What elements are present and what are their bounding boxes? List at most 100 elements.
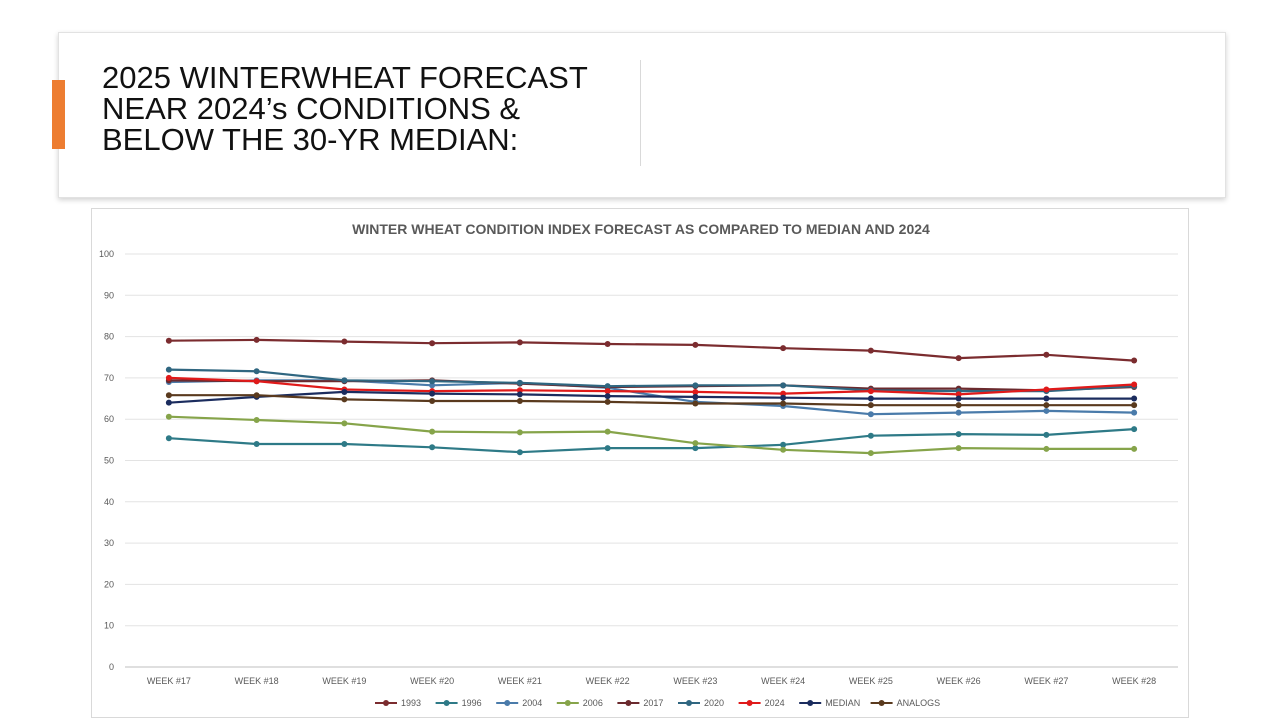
data-point bbox=[1131, 445, 1138, 452]
y-tick-label: 50 bbox=[104, 456, 114, 466]
data-point bbox=[1043, 407, 1050, 414]
data-point bbox=[165, 366, 172, 373]
data-point bbox=[692, 388, 699, 395]
data-point bbox=[341, 338, 348, 345]
data-point bbox=[780, 446, 787, 453]
data-point bbox=[516, 391, 523, 398]
y-tick-label: 30 bbox=[104, 538, 114, 548]
legend-label: 2017 bbox=[643, 698, 663, 708]
data-point bbox=[780, 441, 787, 448]
x-tick-label: WEEK #26 bbox=[937, 676, 981, 686]
data-point bbox=[1043, 351, 1050, 358]
data-point bbox=[867, 402, 874, 409]
x-tick-label: WEEK #21 bbox=[498, 676, 542, 686]
data-point bbox=[341, 440, 348, 447]
legend-item: 1996 bbox=[435, 698, 482, 708]
series-line bbox=[168, 428, 1135, 454]
data-point bbox=[429, 398, 436, 405]
y-tick-label: 90 bbox=[104, 290, 114, 300]
x-tick-label: WEEK #20 bbox=[410, 676, 454, 686]
x-tick-label: WEEK #22 bbox=[586, 676, 630, 686]
data-point bbox=[867, 450, 874, 457]
legend-item: 2006 bbox=[556, 698, 603, 708]
data-point bbox=[867, 395, 874, 402]
title-divider bbox=[640, 60, 641, 166]
legend-swatch-dot bbox=[564, 700, 571, 706]
data-point bbox=[604, 398, 611, 405]
data-point bbox=[341, 420, 348, 427]
data-point bbox=[253, 417, 260, 424]
legend-swatch-dot bbox=[383, 700, 389, 706]
x-tick-label: WEEK #28 bbox=[1112, 676, 1156, 686]
data-point bbox=[604, 341, 611, 348]
legend-label: ANALOGS bbox=[897, 698, 941, 708]
data-point bbox=[867, 347, 874, 354]
data-point bbox=[780, 394, 787, 401]
legend-label: 2004 bbox=[522, 698, 542, 708]
data-point bbox=[253, 336, 260, 343]
data-point bbox=[165, 374, 172, 381]
data-point bbox=[341, 388, 348, 395]
data-point bbox=[1131, 381, 1138, 388]
data-point bbox=[955, 355, 962, 362]
legend-item: 2004 bbox=[496, 698, 542, 708]
series-analogs bbox=[165, 392, 1138, 409]
slide-title-line-1: 2025 WINTERWHEAT FORECAST bbox=[102, 60, 588, 95]
series-line bbox=[168, 368, 1135, 393]
data-point bbox=[165, 399, 172, 406]
slide-title: 2025 WINTERWHEAT FORECAST NEAR 2024’s CO… bbox=[102, 62, 622, 155]
data-point bbox=[867, 388, 874, 395]
legend-item: 1993 bbox=[375, 698, 421, 708]
legend-swatch-dot bbox=[807, 700, 814, 706]
x-tick-label: WEEK #19 bbox=[322, 676, 366, 686]
data-point bbox=[780, 390, 787, 397]
data-point bbox=[165, 392, 172, 399]
data-point bbox=[1043, 386, 1050, 393]
data-point bbox=[955, 391, 962, 398]
legend-item: ANALOGS bbox=[870, 698, 941, 708]
gridlines bbox=[125, 253, 1178, 668]
data-point bbox=[1043, 402, 1050, 409]
y-axis: 0 10 20 30 40 50 60 70 80 90 100 bbox=[99, 249, 114, 672]
data-point bbox=[692, 382, 699, 389]
series-line bbox=[168, 390, 1135, 404]
data-point bbox=[516, 449, 523, 456]
data-point bbox=[604, 393, 611, 400]
data-point bbox=[516, 387, 523, 394]
x-axis: WEEK #17 WEEK #18 WEEK #19 WEEK #20 WEEK #21… bbox=[147, 676, 1156, 686]
legend: 1993 1996 2004 2006 2017 2020 2024 MEDIAN ANALOG… bbox=[375, 698, 940, 708]
data-point bbox=[955, 431, 962, 438]
x-tick-label: WEEK #17 bbox=[147, 676, 191, 686]
data-point bbox=[516, 339, 523, 346]
series-line bbox=[168, 376, 1135, 396]
data-point bbox=[955, 409, 962, 416]
y-tick-label: 40 bbox=[104, 497, 114, 507]
data-point bbox=[429, 378, 436, 385]
series-line bbox=[168, 394, 1135, 407]
legend-swatch-dot bbox=[686, 700, 692, 706]
legend-item: 2024 bbox=[738, 698, 785, 708]
accent-bar bbox=[52, 80, 65, 149]
data-point bbox=[692, 440, 699, 447]
data-point bbox=[429, 382, 436, 389]
data-point bbox=[692, 341, 699, 348]
slide-title-line-3: BELOW THE 30-YR MEDIAN: bbox=[102, 122, 519, 157]
data-point bbox=[165, 337, 172, 344]
line-chart: WINTER WHEAT CONDITION INDEX FORECAST AS… bbox=[99, 221, 1178, 708]
data-point bbox=[1043, 431, 1050, 438]
legend-item: 2017 bbox=[617, 698, 663, 708]
data-point bbox=[516, 398, 523, 405]
y-tick-label: 60 bbox=[104, 414, 114, 424]
x-tick-label: WEEK #24 bbox=[761, 676, 805, 686]
y-tick-label: 80 bbox=[104, 332, 114, 342]
legend-label: 2006 bbox=[583, 698, 603, 708]
data-point bbox=[516, 379, 523, 386]
data-point bbox=[692, 445, 699, 452]
data-point bbox=[165, 413, 172, 420]
series-line bbox=[168, 338, 1135, 362]
series-line bbox=[168, 415, 1135, 455]
x-tick-label: WEEK #27 bbox=[1024, 676, 1068, 686]
legend-label: MEDIAN bbox=[825, 698, 860, 708]
legend-label: 1996 bbox=[462, 698, 482, 708]
series-1993 bbox=[165, 336, 1138, 364]
